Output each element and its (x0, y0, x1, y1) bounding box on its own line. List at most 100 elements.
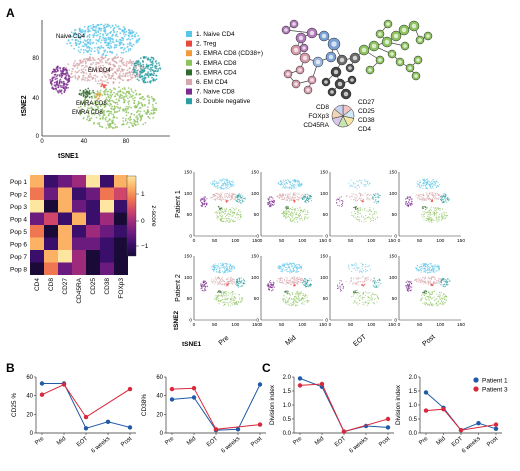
heatmap-cell (44, 225, 58, 238)
heatmap-cell (114, 175, 128, 188)
cluster-label-naive-cd4: Naive CD4 (56, 34, 86, 40)
small-xtick: 100 (367, 322, 375, 328)
line-ytick: 0.5 (283, 417, 292, 423)
small-xtick: 50 (348, 322, 354, 328)
heatmap-col-label: CD38 (104, 278, 111, 295)
data-point (341, 429, 347, 434)
legend-swatch (186, 88, 192, 95)
small-ytick: 150 (251, 254, 259, 260)
heatmap-row-label: Pop 2 (10, 191, 27, 198)
line-ytick: 0.0 (283, 431, 292, 437)
series-line (299, 377, 389, 433)
small-ytick: 100 (184, 275, 192, 281)
main-xtick-1: 40 (81, 139, 88, 145)
small-xtick: 50 (279, 238, 285, 244)
legend-label: 6. EM CD4 (196, 79, 228, 86)
colorbar-tick: 0 (141, 218, 145, 225)
series-line (299, 383, 389, 433)
legend-swatch (186, 50, 192, 57)
panel-label-a: A (6, 6, 15, 20)
heatmap-cell (30, 175, 44, 188)
data-point (191, 386, 197, 391)
data-point (493, 422, 499, 427)
data-point (476, 421, 481, 426)
small-ytick: 0 (394, 318, 397, 324)
small-ytick: 50 (254, 296, 260, 302)
line-xtick: Pre (164, 436, 176, 447)
data-point (213, 427, 219, 432)
heatmap-row-label: Pop 8 (10, 266, 27, 273)
heatmap-cell (86, 250, 100, 263)
legend-label: 5. EMRA CD4 (196, 69, 237, 76)
line-ytick: 0 (160, 431, 164, 437)
series-line (171, 384, 261, 431)
marker-heatmap: Pop 1 Pop 2 Pop 3 Pop 4 Pop 5 Pop 6 Pop 7 Pop 8… (10, 175, 157, 304)
main-xtick-0: 0 (40, 139, 44, 145)
line-ytick: 40 (26, 394, 33, 400)
heatmap-cell (86, 175, 100, 188)
line-xtick: Post (250, 436, 263, 449)
small-xtick: 100 (436, 322, 444, 328)
pie-key-cd45ra: CD45RA (303, 122, 329, 129)
heatmap-col-label: CD27 (62, 278, 69, 295)
line-ytick: 2.0 (409, 375, 418, 381)
small-xlabel: tSNE1 (182, 341, 202, 348)
heatmap-cell (100, 225, 114, 238)
line-xtick: Post (378, 436, 391, 449)
heatmap-cell (30, 200, 44, 213)
series-line (425, 408, 497, 431)
data-point (493, 426, 499, 431)
small-xtick: 50 (417, 238, 423, 244)
heatmap-cell (100, 250, 114, 263)
line-ytick: 1.5 (409, 389, 418, 395)
heatmap-cell (114, 250, 128, 263)
small-xtick: 0 (398, 238, 401, 244)
main-ytick-0: 0 (36, 134, 40, 140)
heatmap-cell (72, 262, 86, 275)
heatmap-cell (86, 262, 100, 275)
heatmap-row-label: Pop 7 (10, 254, 27, 261)
small-xtick: 100 (436, 238, 444, 244)
data-point (127, 425, 133, 430)
main-xlabel: tSNE1 (58, 153, 79, 160)
line-ytick: 60 (26, 375, 33, 381)
small-ytick: 0 (325, 234, 328, 240)
heatmap-cell (72, 237, 86, 250)
small-ytick: 50 (392, 212, 398, 218)
heatmap-cell (100, 237, 114, 250)
data-point (385, 416, 391, 422)
heatmap-row-label: Pop 1 (10, 179, 27, 186)
line-xtick: Mid (56, 436, 67, 447)
small-xtick: 150 (388, 322, 396, 328)
small-xtick: 100 (298, 322, 306, 328)
small-ytick: 50 (323, 212, 329, 218)
heatmap-cell (58, 250, 72, 263)
cluster-label-em-cd4: EM CD4 (88, 68, 111, 74)
line-ytick: 20 (26, 412, 33, 418)
small-ytick: 50 (392, 296, 398, 302)
colorbar-tick: −1 (141, 243, 149, 250)
small-ytick: 100 (320, 275, 328, 281)
small-ytick: 150 (184, 254, 192, 260)
small-ytick: 100 (389, 275, 397, 281)
panel-label-b: B (6, 361, 15, 375)
series-line (171, 387, 261, 430)
small-xtick: 0 (329, 322, 332, 328)
small-xtick: 150 (319, 238, 327, 244)
line-xtick: EOT (206, 436, 220, 449)
small-ytick: 100 (184, 191, 192, 197)
heatmap-col-label: FOXp3 (118, 278, 125, 299)
small-ytick: 100 (251, 191, 259, 197)
heatmap-row-label: Pop 4 (10, 216, 27, 223)
heatmap-cell (58, 237, 72, 250)
small-xtick: 150 (252, 322, 260, 328)
line-ytick: 20 (156, 412, 163, 418)
spade-network (281, 19, 433, 100)
legend-label: 7. Naive CD8 (196, 89, 235, 96)
small-xtick: 100 (231, 238, 239, 244)
legend-label: 1. Naive CD4 (196, 31, 235, 38)
